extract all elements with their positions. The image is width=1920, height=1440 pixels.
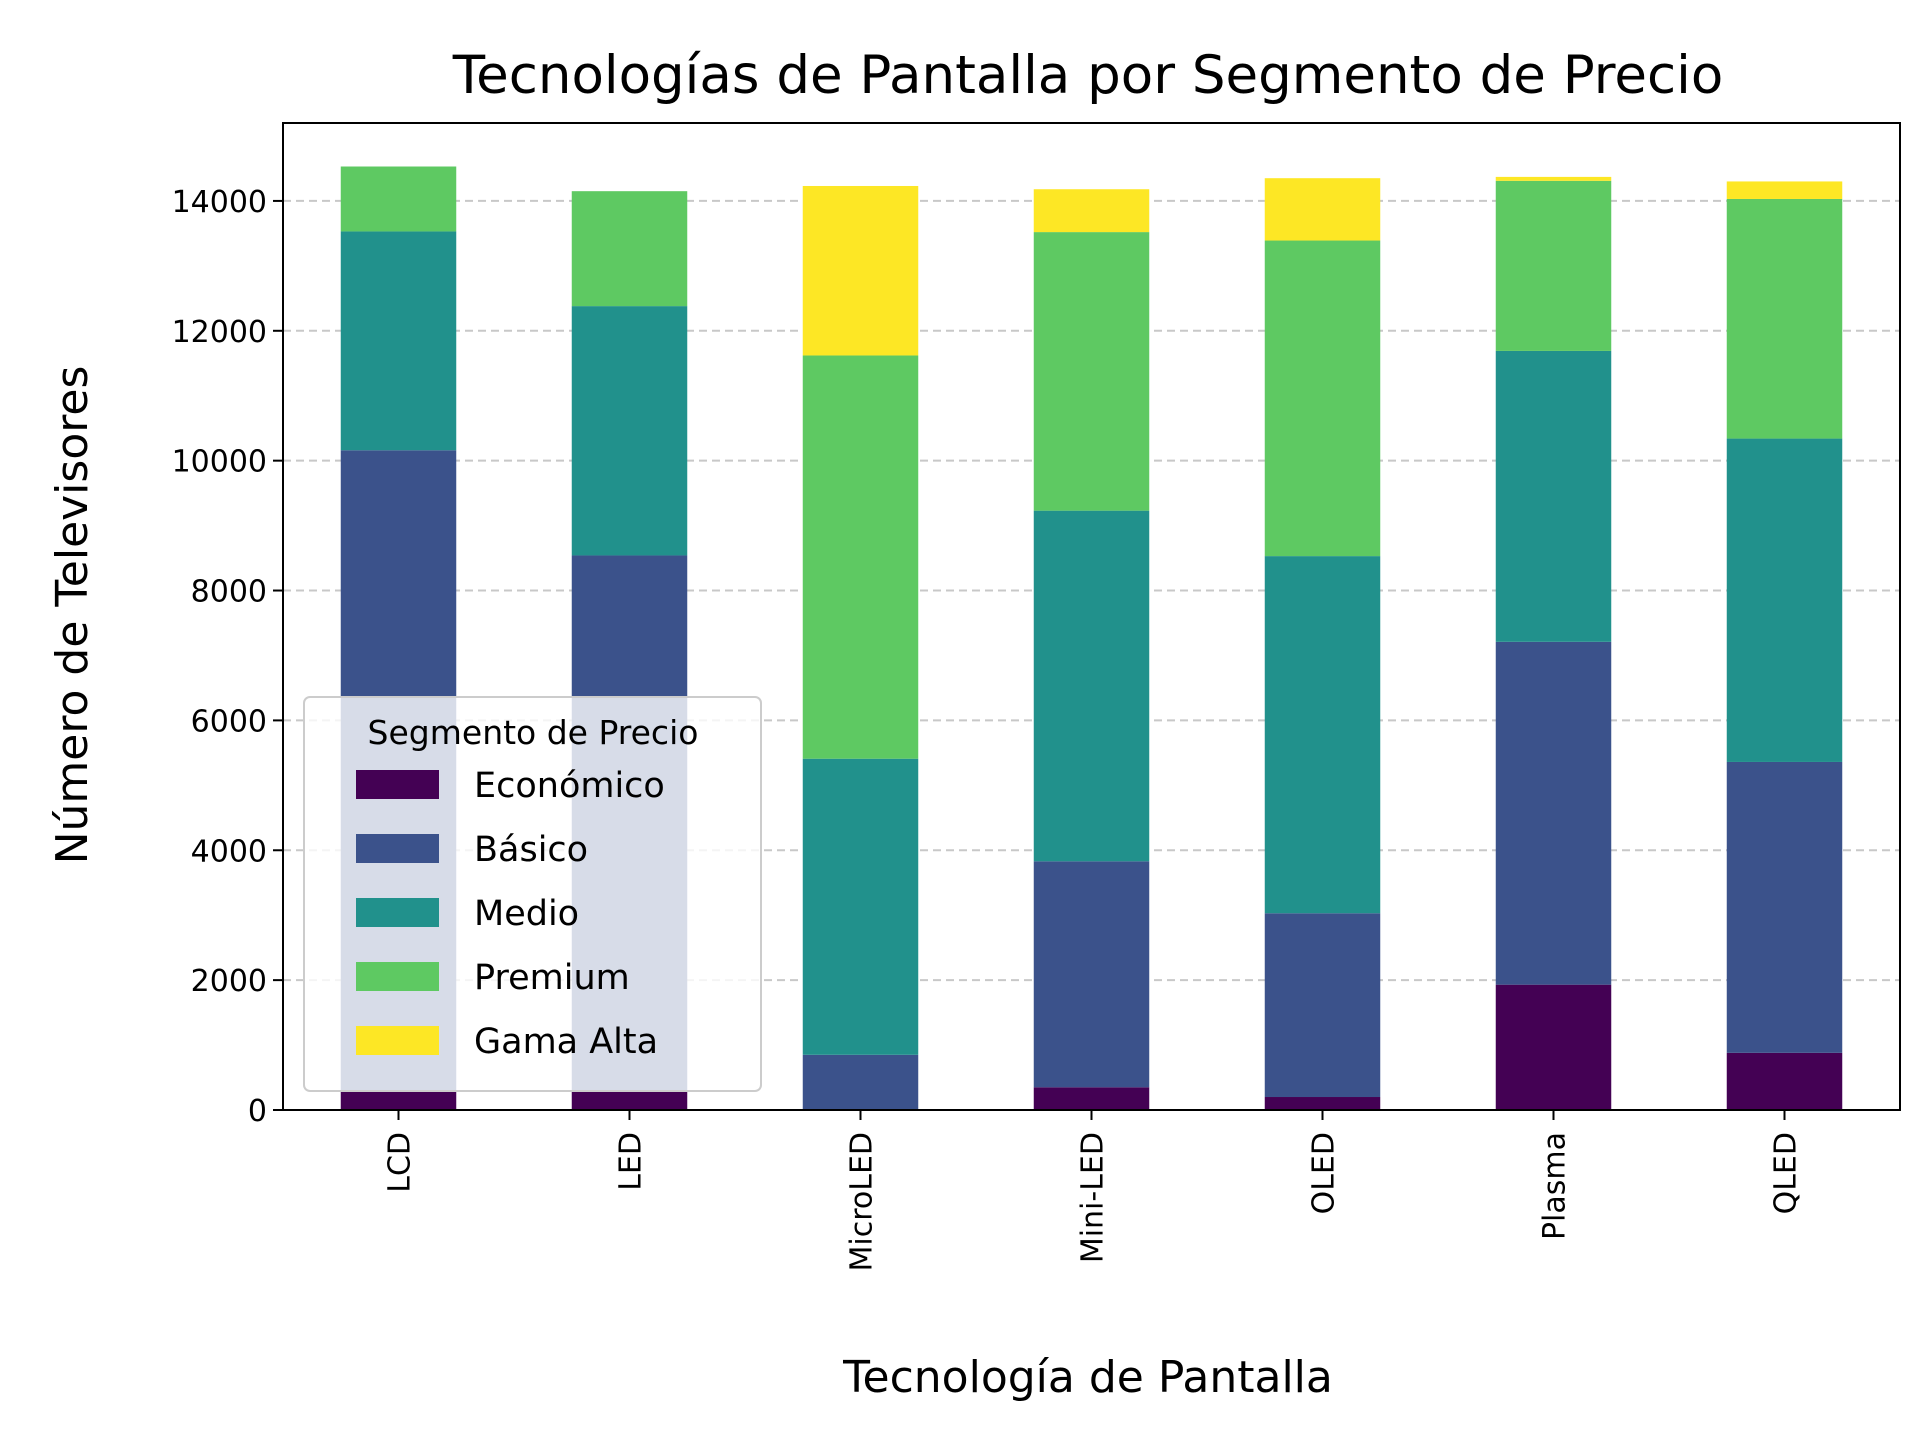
y-tick-label: 2000 [191,964,267,999]
legend-label: Básico [474,830,588,870]
bar-qled-3 [1726,438,1843,762]
legend-label: Económico [474,766,665,806]
bar-microled-5 [802,185,919,356]
legend-title: Segmento de Precio [368,713,699,752]
bar-lcd-1 [340,1091,457,1110]
x-tick-label: Plasma [1538,1132,1573,1240]
bar-qled-5 [1726,181,1843,199]
bar-led-4 [571,191,688,307]
bar-plasma-2 [1495,641,1612,985]
legend-swatch [356,770,439,799]
y-tick-label: 14000 [172,185,267,220]
x-axis-label: Tecnología de Pantalla [842,1352,1333,1403]
bar-microled-2 [802,1054,919,1110]
x-tick-label: LCD [383,1132,418,1193]
bar-microled-3 [802,758,919,1055]
x-tick-label: Mini-LED [1076,1132,1111,1263]
y-tick-label: 0 [248,1094,267,1129]
bar-oled-3 [1264,556,1381,914]
bar-led-1 [571,1091,688,1110]
legend-label: Premium [474,958,630,998]
bar-plasma-1 [1495,984,1612,1110]
legend-swatch [356,834,439,863]
bar-mini-led-1 [1033,1087,1150,1110]
bar-plasma-5 [1495,176,1612,181]
bar-qled-1 [1726,1052,1843,1110]
bar-lcd-3 [340,231,457,451]
bar-mini-led-2 [1033,861,1150,1088]
y-axis: 0 2000 4000 6000 8000 10000 12000 14000 [172,185,283,1129]
x-tick-label: OLED [1307,1132,1342,1214]
chart-title: Tecnologías de Pantalla por Segmento de … [452,45,1724,106]
y-tick-label: 4000 [191,834,267,869]
bar-mini-led-3 [1033,510,1150,862]
bar-qled-2 [1726,761,1843,1053]
x-tick-label: MicroLED [845,1132,880,1272]
y-tick-label: 12000 [172,315,267,350]
legend-label: Gama Alta [474,1022,658,1062]
bar-mini-led-4 [1033,232,1150,511]
bar-lcd-4 [340,166,457,232]
legend: Segmento de Precio Económico Básico Medio P… [303,696,762,1092]
bar-qled-4 [1726,198,1843,439]
bar-oled-4 [1264,240,1381,557]
bar-plasma-4 [1495,180,1612,351]
x-tick-label: QLED [1769,1132,1804,1214]
bar-oled-2 [1264,913,1381,1098]
legend-swatch [356,898,439,927]
bar-microled-4 [802,355,919,759]
bar-led-3 [571,306,688,556]
bar-oled-1 [1264,1097,1381,1110]
y-tick-label: 6000 [191,704,267,739]
x-tick-label: LED [614,1132,649,1191]
x-axis: LCD LED MicroLED Mini-LED OLED Plasma QLED [383,1110,1804,1272]
y-tick-label: 10000 [172,445,267,480]
y-axis-label: Número de Televisores [47,366,98,865]
bar-plasma-3 [1495,350,1612,642]
bar-mini-led-5 [1033,189,1150,233]
legend-label: Medio [474,894,579,934]
bar-oled-5 [1264,178,1381,241]
y-tick-label: 8000 [191,575,267,610]
legend-swatch [356,1026,439,1055]
legend-swatch [356,962,439,991]
